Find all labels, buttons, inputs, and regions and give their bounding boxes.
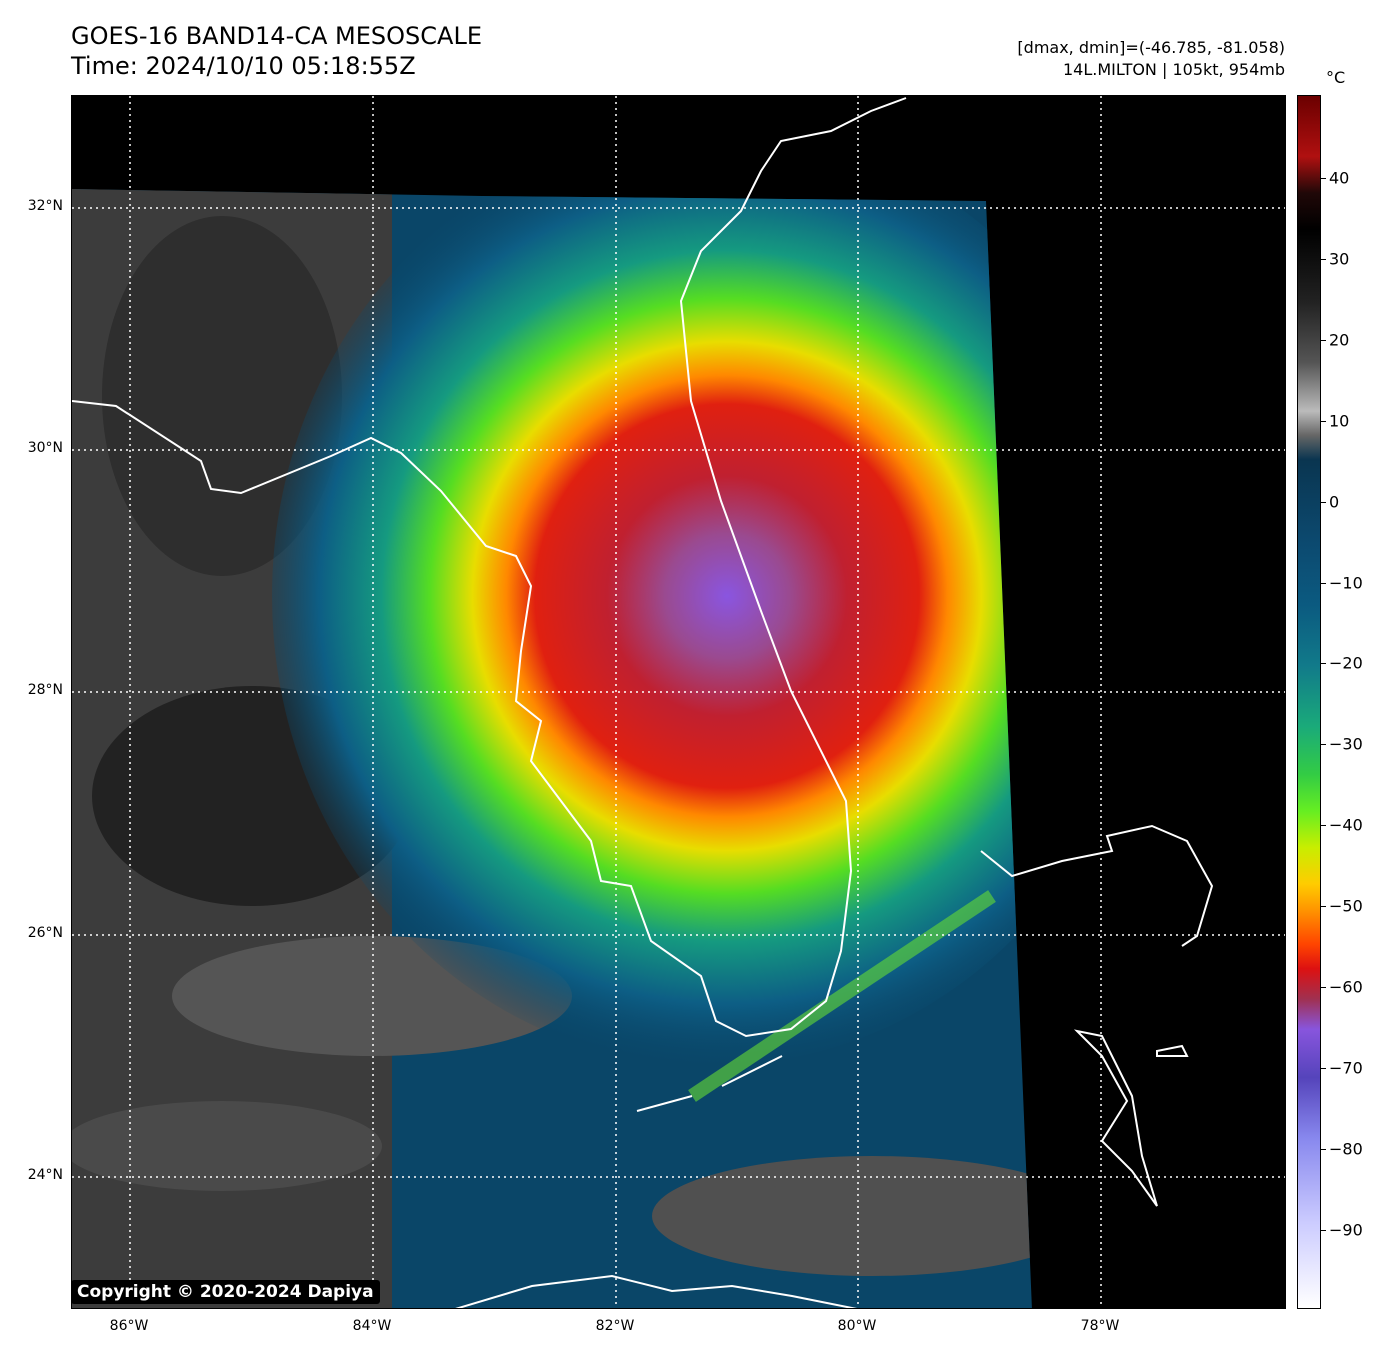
lat-label: 28°N: [27, 682, 63, 698]
colorbar-tick-label: 30: [1329, 249, 1350, 269]
satellite-map: [71, 95, 1286, 1309]
colorbar-tick-label: 20: [1329, 330, 1350, 350]
colorbar-tick-label: −40: [1329, 815, 1363, 835]
colorbar-tick: [1321, 258, 1326, 260]
colorbar-tick-label: −80: [1329, 1139, 1363, 1159]
copyright-badge: Copyright © 2020-2024 Dapiya: [71, 1280, 380, 1304]
colorbar-tick: [1321, 420, 1326, 422]
colorbar-tick-label: −90: [1329, 1220, 1363, 1240]
colorbar-tick-label: −20: [1329, 653, 1363, 673]
imagery: [72, 96, 1285, 1308]
colorbar-tick: [1321, 501, 1326, 503]
lon-label: 78°W: [1080, 1318, 1120, 1334]
graticule: [72, 96, 1285, 1308]
lon-label: 84°W: [352, 1318, 392, 1334]
colorbar-tick: [1321, 825, 1326, 827]
figure-time: Time: 2024/10/10 05:18:55Z: [71, 52, 416, 80]
figure-title: GOES-16 BAND14-CA MESOSCALE: [71, 22, 482, 50]
lat-label: 30°N: [27, 440, 63, 456]
colorbar: [1297, 95, 1321, 1309]
colorbar-tick: [1321, 582, 1326, 584]
colorbar-tick: [1321, 1229, 1326, 1231]
colorbar-tick-label: 0: [1329, 492, 1340, 512]
coastlines: [72, 97, 1214, 1308]
colorbar-tick-label: −60: [1329, 977, 1363, 997]
lon-label: 82°W: [595, 1318, 635, 1334]
lat-label: 32°N: [27, 198, 63, 214]
colorbar-tick-label: −70: [1329, 1058, 1363, 1078]
colorbar-tick: [1321, 744, 1326, 746]
colorbar-tick: [1321, 906, 1326, 908]
lon-label: 80°W: [837, 1318, 877, 1334]
colorbar-tick-label: −30: [1329, 734, 1363, 754]
data-range: [dmax, dmin]=(-46.785, -81.058): [1017, 38, 1285, 57]
colorbar-tick: [1321, 663, 1326, 665]
storm-info: 14L.MILTON | 105kt, 954mb: [1062, 60, 1285, 79]
colorbar-tick-label: 10: [1329, 411, 1350, 431]
colorbar-tick-label: 40: [1329, 168, 1350, 188]
colorbar-unit: °C: [1326, 68, 1346, 87]
lat-label: 24°N: [27, 1167, 63, 1183]
lon-label: 86°W: [109, 1318, 149, 1334]
data-swath: [72, 189, 1032, 1308]
colorbar-tick: [1321, 1067, 1326, 1069]
colorbar-tick: [1321, 339, 1326, 341]
colorbar-tick: [1321, 987, 1326, 988]
lat-label: 26°N: [27, 925, 63, 941]
colorbar-tick: [1321, 178, 1326, 179]
colorbar-tick-label: −10: [1329, 573, 1363, 592]
colorbar-tick-label: −50: [1329, 896, 1363, 916]
colorbar-tick: [1321, 1148, 1326, 1150]
